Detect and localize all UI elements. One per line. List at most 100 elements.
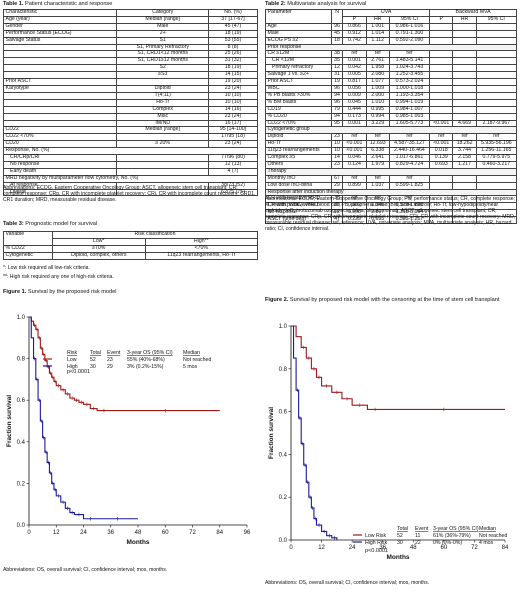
- table-row: S1, Primary Refractory 8 (8): [2, 43, 259, 52]
- table-row: Male 45 0.912 1.014 0.791-1.300: [265, 29, 518, 38]
- table1-cell: MRD negativity by multiparameter flow cy…: [3, 174, 258, 183]
- x-tick-label: 84: [502, 545, 509, 551]
- legend-cell: High Risk: [365, 540, 388, 546]
- x-tick-label: 48: [135, 530, 142, 536]
- table2-title: Multivariate analysis for survival: [287, 1, 367, 7]
- table2-cell: [475, 71, 518, 80]
- table2-cell: 0.173: [342, 112, 367, 121]
- x-tick-label: 0: [289, 545, 293, 551]
- y-tick-label: 0.6: [17, 398, 26, 404]
- table1-cell: CD22 <70%: [2, 133, 118, 142]
- table2-cell: [452, 29, 477, 38]
- table2-cell: [475, 105, 518, 114]
- table2-cell: 0.899: [342, 181, 367, 190]
- figure1-abbreviations: Abbreviations: OS, overall survival; CI,…: [3, 567, 168, 573]
- table2-cell: [452, 181, 477, 190]
- table2-cell: 0.985-1.003: [388, 112, 431, 121]
- table2-cell: 0.994: [365, 112, 390, 121]
- table2-subheader-cell: HR: [452, 15, 477, 24]
- table2-cell: % CD20: [265, 112, 332, 121]
- table2-cell: 47: [330, 216, 344, 225]
- table1-cell: [2, 98, 118, 107]
- table2-cell: [429, 71, 454, 80]
- table-row: CR with positive MRD 35 0.882 1.046 0.579-1.…: [265, 202, 518, 211]
- legend-header: 3-year OS (95% CI): [127, 350, 173, 356]
- table2-cell: [429, 216, 454, 225]
- table-row: MRD negativity by multiparameter flow cy…: [3, 174, 258, 183]
- table-row: CD22 <70% 95 0.001 3.229 1.605-5.773 <0.001 4.…: [265, 119, 518, 128]
- table-row: % BM blasts 96 0.045 1.010 0.994-1.019: [265, 98, 518, 107]
- table1-cell: Karyotype: [2, 84, 118, 93]
- table-row: CR/CRp/CRi 77/96 (80): [2, 154, 259, 162]
- table2-cell: [452, 22, 477, 31]
- table3-title: Prognostic model for survival: [25, 221, 98, 227]
- table2-cell: [452, 98, 477, 107]
- table2-cell: [429, 84, 454, 93]
- table2: Parameter N UVA Backward MVA P HR 95% CI P HR 95…: [265, 9, 518, 225]
- table-row: S2 18 (19): [2, 64, 259, 73]
- table3-cell: 11q23 rearrangements, Ho-Tr: [144, 251, 259, 260]
- legend-cell: Low Risk: [365, 533, 386, 539]
- table-row: Prior response: [265, 43, 517, 52]
- table-row: CD19 79 0.444 0.995 0.984-1.007: [265, 105, 518, 114]
- legend-header: Event: [107, 350, 121, 356]
- y-tick-label: 0.2: [17, 481, 26, 487]
- legend-cell: 23: [107, 357, 113, 363]
- table-row: CD22 <70% 17/95 (18): [2, 133, 259, 142]
- table1-title: Patient characteristic and response: [24, 1, 113, 7]
- x-axis-label: Months: [126, 539, 149, 546]
- survival-curve-low: [291, 325, 505, 411]
- legend-cell: 4 mos: [479, 540, 494, 546]
- table2-subheader-cell: P: [429, 15, 454, 24]
- y-tick-label: 1.0: [279, 324, 288, 330]
- table-row: Prior ASCT 19 0.817 1.077 0.573-2.024: [265, 78, 518, 86]
- x-tick-label: 12: [318, 545, 325, 551]
- figure2-caption: Figure 2. Survival by proposed risk mode…: [265, 297, 517, 304]
- table2-cell: [475, 216, 518, 225]
- table3-note-high: **: High risk required any one of high-r…: [3, 274, 114, 280]
- table-row: CR ≥12M 38 ref ref ref: [265, 50, 518, 59]
- table1-cell: 53 (55): [207, 36, 259, 45]
- table2-cell: [429, 174, 454, 183]
- table1: Characteristic Category No. (%) Age (year)…: [2, 9, 259, 197]
- x-tick-label: 72: [471, 545, 478, 551]
- table2-cell: <0.001: [429, 119, 454, 128]
- table-row: Salvage 1 vs. ≥2+ 31 0.005 2.080 1.252-3.455: [265, 71, 518, 80]
- legend-cell: 30: [397, 540, 403, 546]
- x-tick-label: 12: [53, 530, 60, 536]
- table2-cell: 0.742: [342, 36, 367, 45]
- legend-header: Event: [415, 526, 429, 532]
- table2-subheader-cell: 95% CI: [475, 15, 518, 24]
- table-row: Others 23 0.124 1.979 0.829-4.724 0.693 1.217 0…: [265, 160, 518, 169]
- table2-section-label: Prior response: [265, 43, 517, 52]
- table-row: Salvage Status S1 53 (55): [2, 36, 259, 45]
- table2-cell: 0.829-4.724: [388, 160, 431, 169]
- table1-cell: Salvage Status: [2, 36, 118, 45]
- survival-curve-high: [291, 325, 338, 540]
- legend-header: Total: [90, 350, 101, 356]
- legend-cell: 52: [90, 357, 96, 363]
- table2-cell: 0.592-2.090: [388, 36, 431, 45]
- legend-header: Total: [397, 526, 408, 532]
- table2-cell: 0.693: [429, 160, 454, 169]
- table2-cell: [452, 78, 477, 86]
- table2-cell: 1.037: [365, 181, 390, 190]
- table1-cell: [2, 57, 118, 66]
- table2-cell: [475, 98, 518, 107]
- legend-header: Median: [183, 350, 200, 356]
- x-tick-label: 36: [107, 530, 114, 536]
- table-row: Ho-Tr 10 (10): [2, 98, 259, 107]
- legend-cell: 61% (36%-79%): [433, 533, 471, 539]
- table2-cell: [475, 84, 518, 93]
- table1-label: Table 1: [3, 1, 22, 7]
- table3-cell: Cytogenetic: [3, 251, 53, 260]
- x-tick-label: 60: [441, 545, 448, 551]
- table-row: Complex 14 (16): [2, 105, 259, 114]
- p-value: p<0.0001: [67, 369, 90, 375]
- legend-cell: 11: [415, 533, 420, 539]
- table-row: Overall 62/75 (75): [2, 188, 259, 197]
- table2-cell: [475, 181, 518, 190]
- p-value: p<0.0001: [365, 548, 388, 554]
- y-tick-label: 1.0: [17, 315, 26, 321]
- table1-cell: 62/75 (75): [207, 188, 259, 197]
